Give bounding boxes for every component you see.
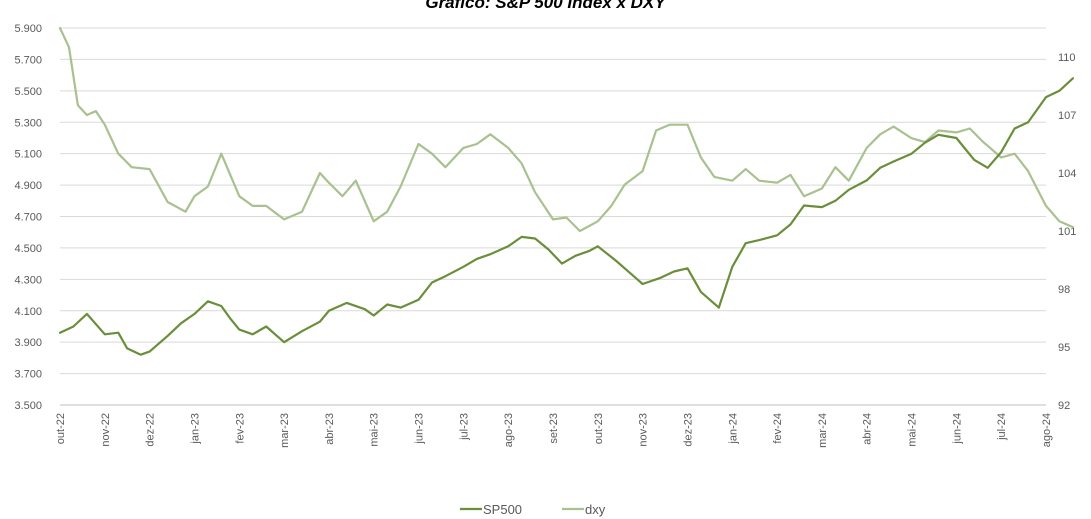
gridlines <box>60 27 1046 406</box>
right-y-tick-label: 104 <box>1058 168 1076 180</box>
x-tick-label: jul-24 <box>996 413 1008 441</box>
x-tick-label: dez-22 <box>145 413 157 447</box>
left-y-tick-label: 5.300 <box>14 117 42 129</box>
left-y-tick-label: 3.700 <box>14 369 42 381</box>
right-y-tick-label: 95 <box>1058 342 1070 354</box>
x-tick-label: set-23 <box>548 413 560 444</box>
legend: SP500 dxy <box>460 502 606 517</box>
left-y-tick-label: 4.900 <box>14 180 42 192</box>
x-tick-label: jun-23 <box>414 413 426 445</box>
left-y-axis: 3.500 3.700 3.900 4.100 4.300 4.500 4.700 4.900… <box>14 23 42 412</box>
right-y-axis: 92 95 98 101 104 107 110 <box>1058 52 1076 412</box>
x-tick-label: nov-22 <box>100 413 112 447</box>
left-y-tick-label: 3.900 <box>14 337 42 349</box>
x-tick-label: nov-23 <box>638 413 650 447</box>
left-y-tick-label: 4.300 <box>14 274 42 286</box>
left-y-tick-label: 4.700 <box>14 212 42 224</box>
legend-label: SP500 <box>483 502 522 517</box>
x-tick-label: jun-24 <box>951 413 963 445</box>
x-axis: out-22 nov-22 dez-22 jan-23 fev-23 mar-23 abr-… <box>55 413 1053 448</box>
x-tick-label: mar-24 <box>817 413 829 448</box>
x-tick-label: dez-23 <box>682 413 694 447</box>
series-line-dxy <box>58 26 1075 233</box>
legend-label: dxy <box>585 502 606 517</box>
right-y-tick-label: 98 <box>1058 284 1070 296</box>
x-tick-label: ago-23 <box>503 413 515 447</box>
x-tick-label: out-22 <box>55 413 67 444</box>
left-y-tick-label: 3.500 <box>14 400 42 412</box>
left-y-tick-label: 5.700 <box>14 54 42 66</box>
x-tick-label: fev-24 <box>772 413 784 444</box>
right-y-tick-label: 110 <box>1058 52 1076 64</box>
x-tick-label: ago-24 <box>1041 413 1053 447</box>
chart-title: Gráfico: S&P 500 Index x DXY <box>425 0 666 12</box>
right-y-tick-label: 92 <box>1058 400 1070 412</box>
left-y-tick-label: 5.900 <box>14 23 42 35</box>
x-tick-label: jan-24 <box>727 413 739 445</box>
x-tick-label: out-23 <box>593 413 605 444</box>
x-tick-label: jul-23 <box>458 413 470 441</box>
left-y-tick-label: 5.100 <box>14 149 42 161</box>
left-y-tick-label: 4.500 <box>14 243 42 255</box>
x-tick-label: mai-24 <box>907 413 919 447</box>
left-y-tick-label: 5.500 <box>14 86 42 98</box>
left-y-tick-label: 4.100 <box>14 306 42 318</box>
series-lines <box>58 26 1075 356</box>
series-line-sp500 <box>58 77 1075 356</box>
legend-item-sp500: SP500 <box>460 502 522 517</box>
x-tick-label: fev-23 <box>234 413 246 444</box>
right-y-tick-label: 101 <box>1058 226 1076 238</box>
x-tick-label: mar-23 <box>279 413 291 448</box>
right-y-tick-label: 107 <box>1058 110 1076 122</box>
x-tick-label: abr-23 <box>324 413 336 445</box>
x-tick-label: abr-24 <box>862 413 874 445</box>
x-tick-label: jan-23 <box>189 413 201 445</box>
x-tick-label: mai-23 <box>369 413 381 447</box>
legend-item-dxy: dxy <box>562 502 606 517</box>
